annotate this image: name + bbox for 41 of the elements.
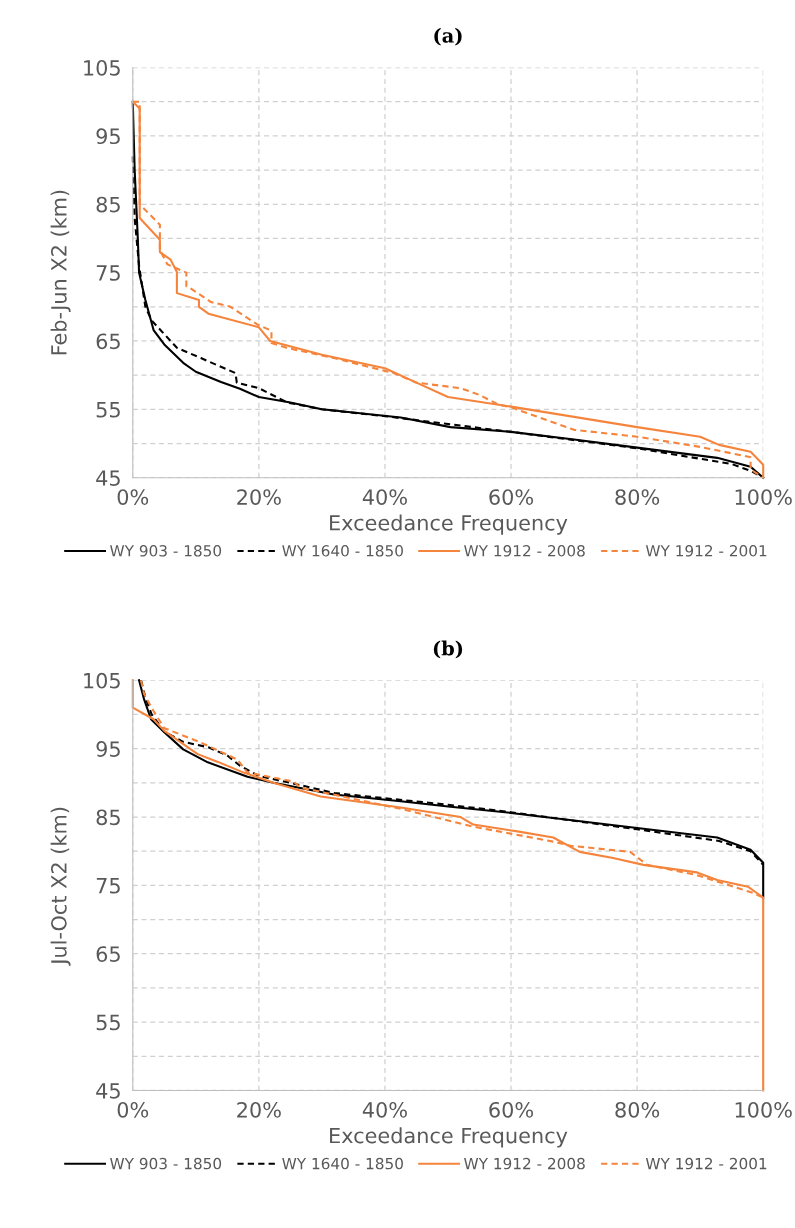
y-axis-title: Jul-Oct X2 (km) bbox=[50, 807, 71, 966]
x-axis-title: Exceedance Frequency bbox=[330, 1127, 568, 1148]
y-tick-label: 75 bbox=[96, 265, 120, 281]
x-tick-label: 100% bbox=[735, 1101, 792, 1118]
legend-label: WY 1912 - 2008 bbox=[464, 545, 585, 557]
x-tick-label: 20% bbox=[237, 489, 281, 505]
chart-title: (a) bbox=[434, 27, 462, 46]
legend-label: WY 1640 - 1850 bbox=[282, 545, 403, 557]
x-tick-label: 0% bbox=[117, 1101, 149, 1118]
y-tick-label: 45 bbox=[96, 470, 120, 486]
y-tick-label: 75 bbox=[96, 878, 120, 894]
y-tick-label: 45 bbox=[96, 1083, 120, 1099]
legend-label: WY 1912 - 2001 bbox=[645, 1157, 767, 1170]
y-tick-label: 85 bbox=[96, 809, 120, 826]
legend-label: WY 903 - 1850 bbox=[110, 1157, 222, 1170]
y-tick-label: 85 bbox=[96, 196, 120, 213]
x-tick-label: 40% bbox=[362, 489, 407, 505]
x-tick-label: 40% bbox=[362, 1101, 407, 1118]
y-tick-label: 95 bbox=[96, 128, 120, 145]
x-tick-label: 80% bbox=[615, 1101, 660, 1118]
legend-label: WY 1912 - 2008 bbox=[464, 1157, 585, 1170]
y-tick-label: 105 bbox=[84, 672, 120, 689]
x-tick-label: 60% bbox=[489, 489, 534, 505]
x-tick-label: 80% bbox=[615, 489, 660, 505]
y-tick-label: 95 bbox=[96, 741, 120, 757]
y-tick-label: 65 bbox=[96, 333, 120, 350]
chart-title: (b) bbox=[433, 640, 463, 659]
x-tick-label: 100% bbox=[735, 489, 792, 505]
y-tick-label: 55 bbox=[96, 402, 120, 418]
y-axis-title: Feb-Jun X2 (km) bbox=[50, 190, 71, 355]
x-axis-title: Exceedance Frequency bbox=[330, 514, 568, 535]
x-tick-label: 60% bbox=[489, 1101, 534, 1118]
x-tick-label: 20% bbox=[237, 1101, 281, 1118]
legend-label: WY 1912 - 2001 bbox=[645, 545, 767, 557]
line-series bbox=[131, 679, 765, 1092]
y-tick-label: 105 bbox=[84, 59, 120, 76]
legend-label: WY 1640 - 1850 bbox=[282, 1157, 403, 1170]
x-tick-label: 0% bbox=[117, 489, 149, 505]
y-tick-label: 55 bbox=[96, 1014, 120, 1031]
y-tick-label: 65 bbox=[96, 946, 120, 962]
legend-label: WY 903 - 1850 bbox=[110, 545, 222, 557]
